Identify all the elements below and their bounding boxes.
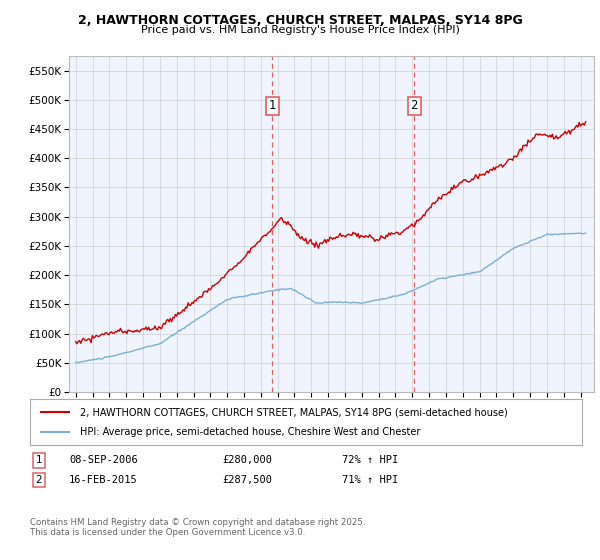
Text: 1: 1 xyxy=(35,455,43,465)
Text: 2, HAWTHORN COTTAGES, CHURCH STREET, MALPAS, SY14 8PG: 2, HAWTHORN COTTAGES, CHURCH STREET, MAL… xyxy=(77,14,523,27)
Text: 16-FEB-2015: 16-FEB-2015 xyxy=(69,475,138,485)
Text: HPI: Average price, semi-detached house, Cheshire West and Chester: HPI: Average price, semi-detached house,… xyxy=(80,427,420,437)
Text: 08-SEP-2006: 08-SEP-2006 xyxy=(69,455,138,465)
Text: £280,000: £280,000 xyxy=(222,455,272,465)
Text: 2: 2 xyxy=(35,475,43,485)
Text: 72% ↑ HPI: 72% ↑ HPI xyxy=(342,455,398,465)
Text: 1: 1 xyxy=(269,99,276,112)
Text: 71% ↑ HPI: 71% ↑ HPI xyxy=(342,475,398,485)
Text: Contains HM Land Registry data © Crown copyright and database right 2025.
This d: Contains HM Land Registry data © Crown c… xyxy=(30,518,365,538)
Text: £287,500: £287,500 xyxy=(222,475,272,485)
Text: Price paid vs. HM Land Registry's House Price Index (HPI): Price paid vs. HM Land Registry's House … xyxy=(140,25,460,35)
Text: 2, HAWTHORN COTTAGES, CHURCH STREET, MALPAS, SY14 8PG (semi-detached house): 2, HAWTHORN COTTAGES, CHURCH STREET, MAL… xyxy=(80,407,508,417)
Text: 2: 2 xyxy=(410,99,418,112)
